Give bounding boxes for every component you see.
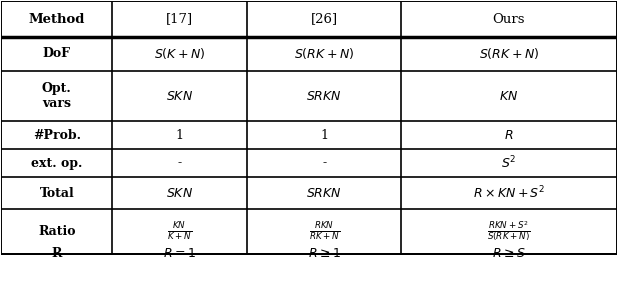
Text: $\frac{RKN+S^2}{S(RK+N)}$: $\frac{RKN+S^2}{S(RK+N)}$ [487, 219, 531, 244]
Text: $R \times KN+S^2$: $R \times KN+S^2$ [473, 185, 545, 201]
Text: Ratio: Ratio [38, 225, 75, 238]
Text: DoF: DoF [43, 47, 70, 60]
Text: 1: 1 [320, 129, 328, 142]
Text: $S(RK+N)$: $S(RK+N)$ [479, 46, 539, 61]
Text: -: - [178, 156, 182, 170]
Text: $SRKN$: $SRKN$ [307, 186, 342, 200]
Text: -: - [323, 156, 326, 170]
Text: $S^2$: $S^2$ [501, 155, 517, 171]
Text: $SKN$: $SKN$ [166, 90, 193, 103]
Bar [1, 1, 617, 254]
Text: $R\geq 1$: $R\geq 1$ [308, 247, 341, 260]
Text: Total: Total [40, 186, 74, 200]
Text: Method: Method [28, 13, 85, 25]
Text: $R\geq S$: $R\geq S$ [492, 247, 526, 260]
Text: 1: 1 [176, 129, 184, 142]
Text: $SKN$: $SKN$ [166, 186, 193, 200]
Text: Opt.
vars: Opt. vars [42, 82, 72, 110]
Text: [17]: [17] [166, 13, 193, 25]
Text: $R$: $R$ [504, 129, 514, 142]
Text: $KN$: $KN$ [499, 90, 519, 103]
Text: $R=1$: $R=1$ [163, 247, 196, 260]
Text: [26]: [26] [311, 13, 338, 25]
Text: R: R [51, 247, 62, 260]
Text: $\frac{RKN}{RK+N}$: $\frac{RKN}{RK+N}$ [309, 221, 340, 243]
Text: $S(K+N)$: $S(K+N)$ [154, 46, 206, 61]
Text: $SRKN$: $SRKN$ [307, 90, 342, 103]
Text: $\frac{KN}{K+N}$: $\frac{KN}{K+N}$ [167, 221, 192, 243]
Text: $S(RK+N)$: $S(RK+N)$ [294, 46, 355, 61]
Text: ext. op.: ext. op. [31, 156, 82, 170]
Text: Ours: Ours [493, 13, 525, 25]
Text: #Prob.: #Prob. [33, 129, 81, 142]
